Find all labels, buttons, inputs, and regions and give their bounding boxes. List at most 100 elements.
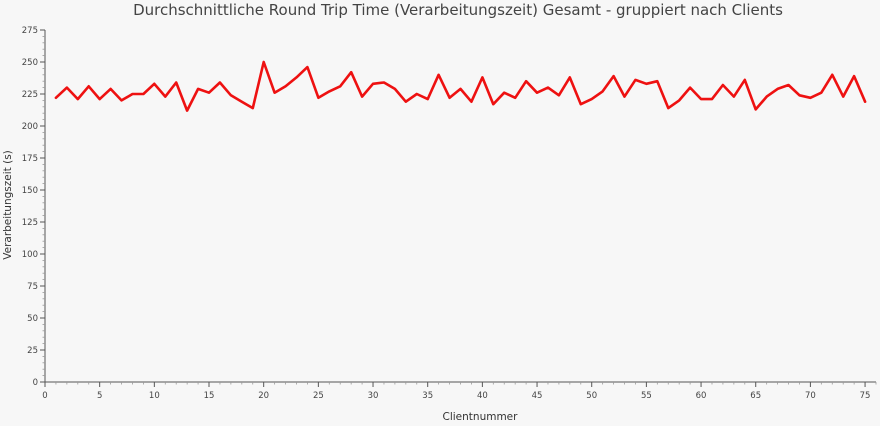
data-point [197, 88, 199, 90]
data-point [109, 88, 111, 90]
data-point [470, 101, 472, 103]
data-point [536, 92, 538, 94]
y-tick-label: 25 [27, 346, 38, 356]
data-point [120, 99, 122, 101]
data-point [99, 98, 101, 100]
data-point [744, 79, 746, 81]
x-tick-label: 50 [586, 391, 597, 401]
x-tick-label: 60 [696, 391, 707, 401]
data-point [776, 88, 778, 90]
x-tick-label: 70 [805, 391, 816, 401]
y-tick-label: 0 [33, 378, 38, 388]
data-point [263, 61, 265, 63]
data-point [842, 95, 844, 97]
data-point [678, 99, 680, 101]
y-tick-label: 75 [27, 282, 38, 292]
x-tick-label: 75 [860, 391, 871, 401]
data-point [820, 92, 822, 94]
data-point [525, 80, 527, 82]
data-point [394, 88, 396, 90]
x-tick-label: 15 [204, 391, 215, 401]
y-tick-label: 175 [22, 154, 38, 164]
data-point [503, 92, 505, 94]
data-point [219, 81, 221, 83]
data-point [88, 85, 90, 87]
data-point [317, 97, 319, 99]
x-tick-label: 65 [750, 391, 761, 401]
data-point [230, 94, 232, 96]
data-point [383, 81, 385, 83]
x-tick-label: 45 [532, 391, 543, 401]
data-point [634, 79, 636, 81]
data-point [405, 101, 407, 103]
data-point [284, 85, 286, 87]
data-point [623, 95, 625, 97]
data-point [55, 97, 57, 99]
data-point [437, 74, 439, 76]
data-point [131, 93, 133, 95]
data-point [481, 76, 483, 78]
data-point [252, 107, 254, 109]
data-point [591, 98, 593, 100]
data-point [66, 86, 68, 88]
data-point [787, 84, 789, 86]
series-line [54, 60, 867, 112]
data-point [514, 97, 516, 99]
data-point [448, 97, 450, 99]
data-point [580, 103, 582, 105]
data-point [645, 83, 647, 85]
data-point [273, 92, 275, 94]
data-point [295, 76, 297, 78]
data-point [601, 90, 603, 92]
data-point [547, 86, 549, 88]
y-tick-label: 125 [22, 218, 38, 228]
x-tick-label: 20 [258, 391, 269, 401]
axes: 0 25 50 75 100 125 150 175 200 225 250 275 0 5 10 15 20 2… [22, 26, 877, 401]
data-point [755, 108, 757, 110]
data-point [328, 90, 330, 92]
data-point [241, 101, 243, 103]
x-tick-label: 55 [641, 391, 652, 401]
data-point [77, 98, 79, 100]
data-point [459, 88, 461, 90]
data-point [558, 94, 560, 96]
y-tick-label: 250 [22, 58, 38, 68]
data-point [208, 92, 210, 94]
y-tick-label: 150 [22, 186, 38, 196]
data-point [164, 95, 166, 97]
x-tick-label: 5 [97, 391, 102, 401]
data-point [427, 98, 429, 100]
data-point [656, 80, 658, 82]
data-point [492, 103, 494, 105]
data-point [700, 98, 702, 100]
data-point [142, 93, 144, 95]
data-point [864, 101, 866, 103]
x-tick-label: 30 [368, 391, 379, 401]
data-point [667, 107, 669, 109]
x-tick-label: 10 [149, 391, 160, 401]
series-layer [54, 60, 867, 112]
data-point [175, 81, 177, 83]
y-tick-label: 200 [22, 122, 38, 132]
y-axis-label: Verarbeitungszeit (s) [2, 150, 14, 260]
y-tick-label: 225 [22, 90, 38, 100]
data-point [339, 85, 341, 87]
data-point [711, 98, 713, 100]
data-point [306, 66, 308, 68]
data-point [569, 76, 571, 78]
data-point [361, 95, 363, 97]
data-point [722, 84, 724, 86]
y-tick-label: 50 [27, 314, 38, 324]
data-point [733, 95, 735, 97]
x-tick-label: 35 [422, 391, 433, 401]
data-point [416, 93, 418, 95]
data-point [350, 71, 352, 73]
data-point [186, 109, 188, 111]
data-point [766, 95, 768, 97]
data-point [853, 75, 855, 77]
x-axis-label: Clientnummer [443, 411, 519, 423]
data-point [831, 74, 833, 76]
x-tick-label: 40 [477, 391, 488, 401]
